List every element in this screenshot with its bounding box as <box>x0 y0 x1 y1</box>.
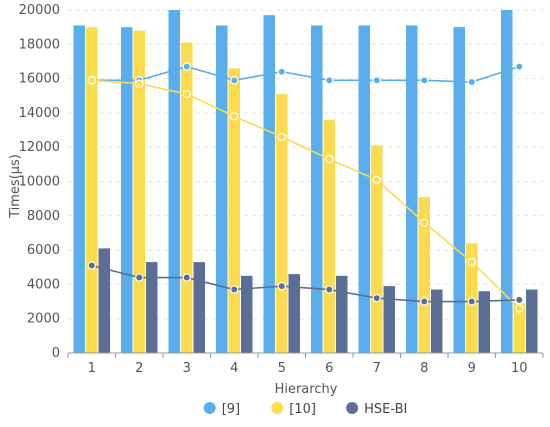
line-point-1-4 <box>230 76 239 85</box>
x-tick-label: 2 <box>135 361 143 376</box>
y-tick-label: 20000 <box>19 3 60 18</box>
x-axis-title: Hierarchy <box>275 382 338 397</box>
x-tick-label: 9 <box>468 361 476 376</box>
bar-1-4 <box>216 25 228 354</box>
line-point-2-3 <box>182 89 191 99</box>
line-point-2-10 <box>515 304 524 313</box>
bar-3-10 <box>526 289 538 353</box>
legend-label-3: HSE-BI <box>364 402 407 417</box>
line-point-1-5 <box>277 67 286 76</box>
legend-label-2: [10] <box>289 402 316 417</box>
y-tick-label: 10000 <box>19 175 60 190</box>
line-point-3-9 <box>467 297 476 306</box>
line-point-1-10 <box>515 62 524 71</box>
legend-marker-2 <box>271 402 284 414</box>
line-point-1-8 <box>420 76 429 85</box>
x-tick-label: 4 <box>230 361 238 376</box>
line-point-2-6 <box>325 155 334 164</box>
line-point-1-3 <box>182 62 191 71</box>
bar-3-3 <box>193 262 205 353</box>
legend-marker-3 <box>346 402 359 414</box>
series-line-2 <box>91 79 520 309</box>
y-tick-label: 12000 <box>19 140 60 155</box>
bar-3-2 <box>146 262 158 353</box>
line-point-2-8 <box>420 218 429 227</box>
bar-3-5 <box>288 274 300 353</box>
bar-1-10 <box>501 10 513 353</box>
y-axis-title: Times(μs) <box>8 154 23 219</box>
bar-2-5 <box>276 94 288 353</box>
x-tick-label: 5 <box>278 361 286 376</box>
bar-1-6 <box>311 25 323 354</box>
line-layer <box>87 62 524 313</box>
bar-2-8 <box>418 196 430 353</box>
bar-2-3 <box>181 42 193 354</box>
y-tick-label: 8000 <box>27 209 60 224</box>
bar-3-6 <box>336 275 348 353</box>
line-point-3-5 <box>277 281 286 291</box>
line-point-2-5 <box>277 132 286 142</box>
x-tick-label: 8 <box>420 361 428 376</box>
bar-layer <box>73 10 538 354</box>
bar-2-1 <box>86 27 98 354</box>
line-point-3-1 <box>87 261 96 270</box>
line-point-3-2 <box>135 273 144 282</box>
series-line-1 <box>91 65 520 83</box>
line-point-1-7 <box>372 76 381 85</box>
bar-2-2 <box>133 30 145 354</box>
x-tick-label: 1 <box>88 361 96 376</box>
x-tick-label: 6 <box>325 361 333 376</box>
line-point-1-9 <box>467 77 476 87</box>
y-tick-label: 14000 <box>19 106 60 121</box>
line-point-1-6 <box>325 76 334 85</box>
line-point-2-9 <box>467 257 476 267</box>
y-tick-label: 6000 <box>27 243 60 258</box>
bar-1-9 <box>453 27 465 354</box>
legend-label-1: [9] <box>222 402 240 417</box>
bar-3-1 <box>98 248 110 353</box>
bar-1-8 <box>406 25 418 354</box>
series-line-3 <box>91 264 520 303</box>
line-point-3-4 <box>230 285 239 294</box>
line-point-2-7 <box>372 175 381 184</box>
bar-2-4 <box>228 68 240 353</box>
y-tick-label: 16000 <box>19 72 60 87</box>
axis-layer: 0 2000 4000 6000 8000 10000 12000 14000 16000 180… <box>19 3 544 376</box>
bar-2-10 <box>513 303 525 353</box>
bar-1-3 <box>168 10 180 353</box>
x-tick-label: 3 <box>183 361 191 376</box>
y-tick-label: 2000 <box>27 312 60 327</box>
x-tick-label: 10 <box>511 361 528 376</box>
line-point-2-2 <box>135 79 144 88</box>
line-point-3-6 <box>325 285 334 294</box>
bar-3-9 <box>478 291 490 353</box>
y-tick-label: 18000 <box>19 37 60 52</box>
bar-1-1 <box>73 25 85 354</box>
line-point-3-10 <box>515 295 524 305</box>
bar-2-6 <box>323 119 335 353</box>
bar-3-8 <box>431 289 443 353</box>
line-point-2-4 <box>230 112 239 121</box>
bar-3-7 <box>383 286 395 353</box>
line-point-2-1 <box>87 76 96 85</box>
y-tick-label: 4000 <box>27 277 60 292</box>
x-tick-label: 7 <box>373 361 381 376</box>
legend-marker-1 <box>203 402 216 414</box>
bar-2-7 <box>371 145 383 353</box>
bar-1-2 <box>121 27 133 354</box>
y-tick-label: 0 <box>52 346 60 361</box>
bar-3-4 <box>241 275 253 353</box>
line-point-3-3 <box>182 273 191 282</box>
bar-1-5 <box>263 15 275 354</box>
legend: [9] [10] HSE-BI <box>203 402 407 417</box>
bar-1-7 <box>358 25 370 354</box>
line-point-3-7 <box>372 293 381 303</box>
line-point-3-8 <box>420 297 429 306</box>
